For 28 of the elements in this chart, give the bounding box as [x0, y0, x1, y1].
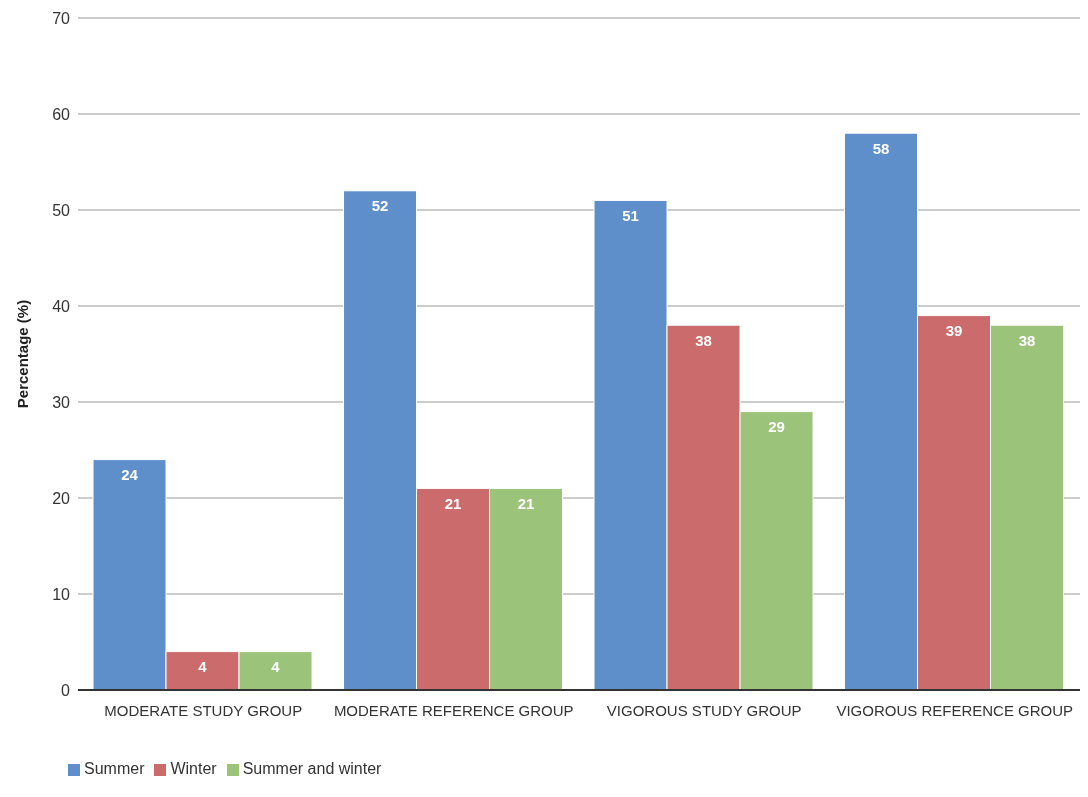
data-label: 52 — [371, 197, 389, 215]
y-tick-label: 70 — [52, 9, 71, 27]
legend-label: Winter — [170, 760, 217, 777]
data-label: 38 — [1018, 331, 1036, 349]
data-label: 29 — [768, 418, 785, 436]
x-tick-label: MODERATE STUDY GROUP — [104, 702, 303, 719]
data-label: 38 — [695, 331, 712, 349]
x-tick-label: VIGOROUS STUDY GROUP — [606, 702, 802, 719]
data-label: 24 — [121, 466, 139, 484]
y-tick-label: 10 — [52, 585, 71, 603]
y-tick-label: 40 — [52, 297, 71, 315]
data-label: 21 — [517, 495, 535, 513]
legend-label: Summer — [84, 760, 145, 777]
data-label: 21 — [444, 495, 462, 513]
legend-label: Summer and winter — [242, 760, 382, 777]
data-label: 4 — [198, 658, 208, 676]
y-tick-label: 30 — [52, 393, 71, 411]
y-tick-label: 60 — [52, 105, 71, 123]
y-tick-label: 0 — [61, 681, 71, 699]
y-axis-title: Percentage (%) — [14, 299, 32, 409]
x-tick-label: MODERATE REFERENCE GROUP — [333, 702, 574, 719]
data-label: 39 — [945, 322, 963, 340]
y-tick-label: 20 — [52, 489, 71, 507]
data-label: 58 — [872, 139, 890, 157]
data-label: 4 — [271, 658, 281, 676]
data-label: 51 — [622, 207, 639, 225]
x-tick-label: VIGOROUS REFERENCE GROUP — [836, 702, 1074, 719]
y-tick-label: 50 — [52, 201, 71, 219]
